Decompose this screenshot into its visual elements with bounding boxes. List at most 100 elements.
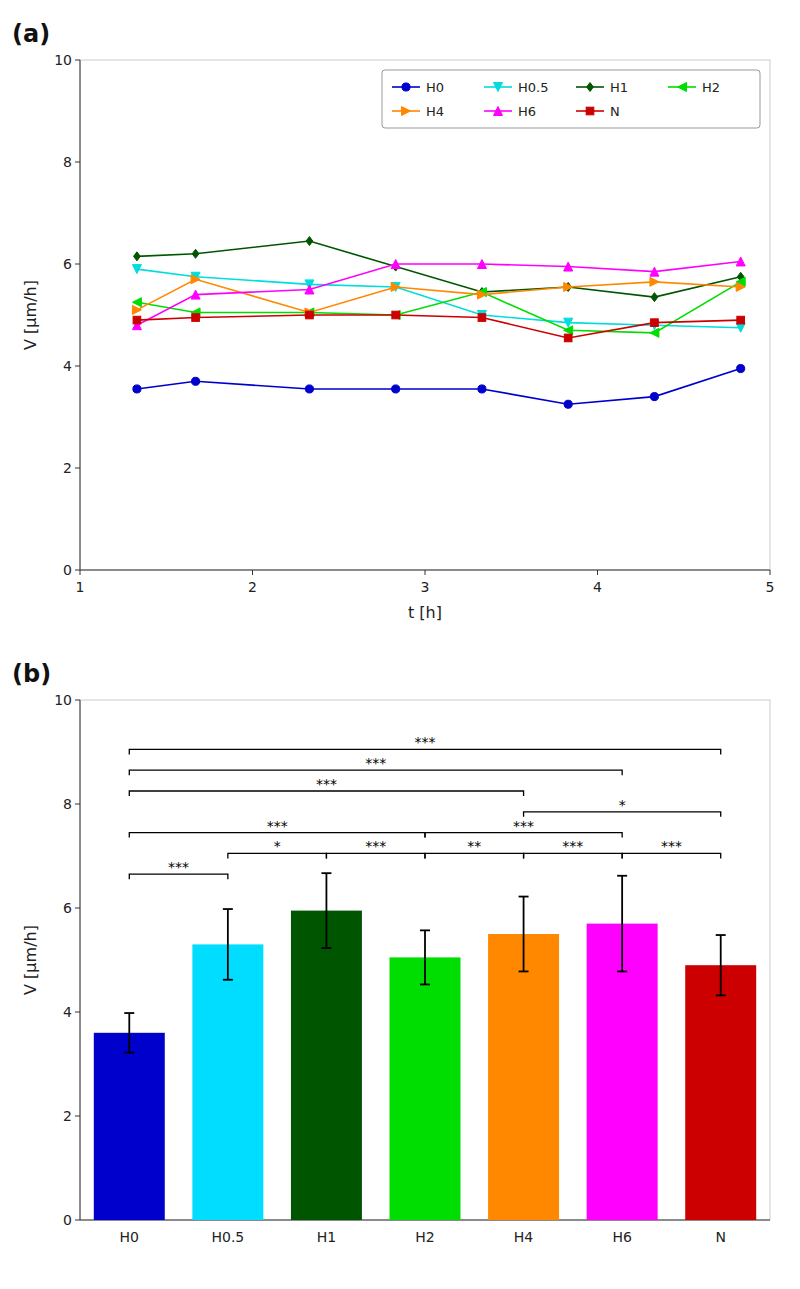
legend: H0H0.5H1H2H4H6N: [382, 70, 760, 128]
bar: [192, 944, 263, 1220]
data-point: [132, 298, 141, 307]
data-point: [564, 318, 573, 327]
y-tick: [75, 162, 80, 163]
data-point: [392, 311, 400, 319]
bar: [291, 911, 362, 1220]
y-tick: [75, 468, 80, 469]
data-point: [192, 314, 200, 322]
data-point: [191, 275, 200, 284]
bar: [390, 957, 461, 1220]
legend-label: H1: [610, 80, 628, 95]
error-stem: [424, 930, 426, 984]
y-tick: [75, 366, 80, 367]
x-tick: [425, 570, 426, 575]
data-point: [478, 314, 486, 322]
error-cap: [420, 984, 430, 986]
data-point: [650, 393, 658, 401]
significance-label: *: [274, 838, 281, 854]
data-point: [132, 305, 141, 314]
y-tick-label: 2: [63, 460, 72, 476]
y-tick: [75, 1116, 80, 1117]
y-tick-label: 10: [54, 692, 72, 708]
error-cap: [124, 1012, 134, 1014]
legend-swatch-marker: [586, 107, 594, 115]
y-tick-label: 0: [63, 1212, 72, 1228]
legend-label: H4: [426, 104, 444, 119]
x-tick: [597, 570, 598, 575]
y-tick-label: 10: [54, 52, 72, 68]
data-point: [192, 377, 200, 385]
error-cap: [519, 971, 529, 973]
legend-label: H0: [426, 80, 444, 95]
data-point: [305, 385, 313, 393]
data-point: [651, 319, 659, 327]
data-point: [305, 285, 314, 294]
x-tick-label: H0.5: [211, 1229, 244, 1245]
error-stem: [720, 935, 722, 995]
x-tick-label: 2: [248, 579, 257, 595]
data-point: [736, 257, 745, 266]
error-cap: [519, 896, 529, 898]
x-tick-label: H1: [317, 1229, 336, 1245]
y-axis-line: [80, 60, 81, 570]
panel-label: (a): [12, 20, 50, 48]
y-tick: [75, 804, 80, 805]
error-cap: [716, 994, 726, 996]
data-point: [306, 311, 314, 319]
y-tick-label: 8: [63, 154, 72, 170]
y-tick: [75, 908, 80, 909]
y-tick-label: 4: [63, 1004, 72, 1020]
y-axis-label: V [μm/h]: [21, 925, 40, 995]
data-point: [477, 260, 486, 269]
legend-swatch-marker: [494, 107, 503, 116]
data-point: [391, 282, 400, 291]
x-tick-label: 1: [76, 579, 85, 595]
plot-area: [132, 237, 745, 409]
error-bar: [617, 876, 627, 972]
x-tick-label: H0: [120, 1229, 139, 1245]
y-tick-label: 8: [63, 796, 72, 812]
x-tick: [770, 570, 771, 575]
significance-label: ***: [267, 818, 288, 834]
error-stem: [128, 1013, 130, 1053]
significance-label: ***: [415, 734, 436, 750]
error-bar: [223, 909, 233, 980]
error-stem: [523, 897, 525, 972]
y-tick: [75, 264, 80, 265]
data-point: [736, 323, 745, 332]
y-tick: [75, 1012, 80, 1013]
data-point: [392, 385, 400, 393]
data-point: [391, 260, 400, 269]
error-cap: [124, 1052, 134, 1054]
data-point: [564, 400, 572, 408]
data-point: [133, 316, 141, 324]
data-point: [192, 249, 199, 258]
legend-swatch-marker: [402, 107, 411, 116]
error-bar: [519, 897, 529, 972]
significance-label: ***: [513, 818, 534, 834]
significance-label: ***: [316, 776, 337, 792]
line-chart: 0246810V [μm/h](a)12345t [h]H0H0.5H1H2H4…: [12, 20, 774, 622]
data-point: [564, 282, 573, 291]
y-tick-label: 2: [63, 1108, 72, 1124]
error-cap: [617, 875, 627, 877]
data-point: [391, 311, 400, 320]
data-point: [133, 385, 141, 393]
data-point: [478, 385, 486, 393]
legend-label: H2: [702, 80, 720, 95]
y-tick: [75, 60, 80, 61]
plot-frame: [80, 60, 770, 570]
error-bar: [124, 1013, 134, 1053]
y-tick-label: 6: [63, 256, 72, 272]
y-tick-label: 4: [63, 358, 72, 374]
series-line: [137, 282, 741, 333]
error-stem: [227, 909, 229, 980]
plot-area: [94, 873, 756, 1220]
y-tick-label: 6: [63, 900, 72, 916]
x-tick-label: 3: [421, 579, 430, 595]
data-point: [737, 365, 745, 373]
error-stem: [326, 873, 328, 948]
data-point: [477, 290, 486, 299]
data-point: [651, 293, 658, 302]
data-point: [564, 262, 573, 271]
